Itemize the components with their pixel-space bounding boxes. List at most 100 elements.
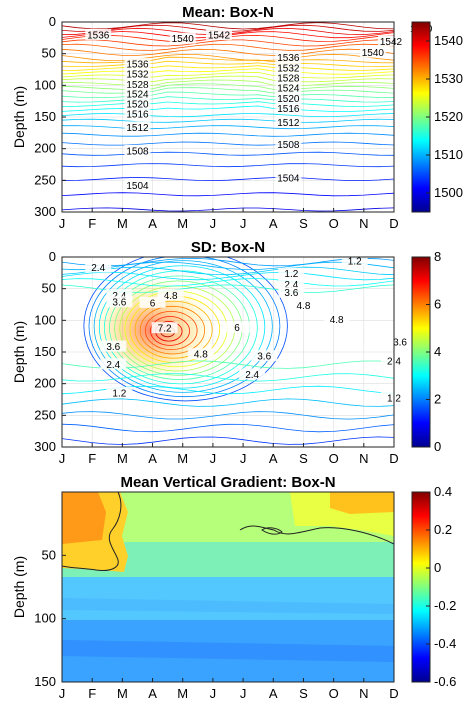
x-tick-label: M bbox=[177, 686, 188, 701]
x-tick-label: M bbox=[117, 216, 128, 231]
mean-contour-lines bbox=[62, 22, 394, 212]
x-tick-label: A bbox=[269, 216, 278, 231]
x-tick-label: S bbox=[299, 451, 308, 466]
y-tick-label: 50 bbox=[42, 547, 56, 562]
x-tick-label: D bbox=[389, 451, 398, 466]
y-tick-label: 150 bbox=[34, 674, 56, 689]
contour-label: 1536 bbox=[277, 53, 300, 64]
x-tick-label: J bbox=[59, 686, 66, 701]
x-tick-label: M bbox=[177, 451, 188, 466]
contour-label: 1512 bbox=[126, 123, 149, 134]
contour-label: 1.2 bbox=[348, 257, 362, 268]
gradient-heatmap bbox=[62, 492, 394, 682]
colorbar-tick-label: 1520 bbox=[434, 109, 463, 124]
sd-y-ticks: 0 50 100 150 200 250 300 bbox=[34, 249, 66, 454]
contour-label: 1536 bbox=[87, 30, 110, 41]
colorbar-tick-label: 0.2 bbox=[434, 522, 452, 537]
gradient-y-ticks: 50 100 150 bbox=[34, 491, 66, 689]
x-tick-label: S bbox=[299, 686, 308, 701]
x-tick-label: J bbox=[240, 686, 247, 701]
gradient-colorbar bbox=[411, 491, 431, 683]
x-tick-label: J bbox=[210, 216, 217, 231]
contour-label: 1540 bbox=[172, 34, 195, 45]
x-tick-label: M bbox=[117, 686, 128, 701]
sd-contour-lines bbox=[62, 257, 394, 445]
colorbar-tick-label: 1530 bbox=[434, 71, 463, 86]
x-tick-label: N bbox=[359, 451, 368, 466]
contour-label: 1516 bbox=[277, 104, 300, 115]
y-tick-label: 100 bbox=[34, 312, 56, 327]
contour-label: 2.4 bbox=[106, 360, 120, 371]
colorbar-tick-label: 1500 bbox=[434, 185, 463, 200]
contour-label: 1528 bbox=[277, 74, 300, 85]
contour-label: 2.4 bbox=[91, 263, 105, 274]
contour-label: 1520 bbox=[126, 99, 149, 110]
mean-y-ticks: 0 50 100 150 200 250 300 bbox=[34, 14, 66, 219]
contour-label: 3.6 bbox=[112, 298, 126, 309]
mean-title: Mean: Box-N bbox=[182, 4, 274, 21]
x-tick-label: S bbox=[299, 216, 308, 231]
y-tick-label: 0 bbox=[49, 249, 56, 264]
contour-label: 1508 bbox=[126, 146, 149, 157]
x-tick-label: A bbox=[148, 451, 157, 466]
y-tick-label: 250 bbox=[34, 172, 56, 187]
contour-label: 2.4 bbox=[284, 280, 298, 291]
x-tick-label: A bbox=[269, 686, 278, 701]
x-tick-label: A bbox=[148, 216, 157, 231]
gradient-colorbar-ticks: 0.4 0.2 0 -0.2 -0.4 -0.6 bbox=[426, 484, 456, 689]
x-tick-label: J bbox=[240, 451, 247, 466]
x-tick-label: O bbox=[329, 686, 339, 701]
contour-label: 1536 bbox=[126, 60, 149, 71]
y-tick-label: 50 bbox=[42, 281, 56, 296]
contour-label: 1524 bbox=[126, 89, 149, 100]
contour-label: 6 bbox=[150, 298, 156, 309]
colorbar-tick-label: -0.4 bbox=[434, 636, 456, 651]
contour-label: 1516 bbox=[126, 110, 149, 121]
contour-label: 7.2 bbox=[158, 324, 172, 335]
y-tick-label: 150 bbox=[34, 344, 56, 359]
contour-label: 1528 bbox=[126, 80, 149, 91]
contour-label: 4.8 bbox=[297, 301, 311, 312]
x-tick-label: J bbox=[240, 216, 247, 231]
contour-label: 4.8 bbox=[164, 291, 178, 302]
contour-label: 3.6 bbox=[284, 288, 298, 299]
colorbar-tick-label: -0.2 bbox=[434, 598, 456, 613]
colorbar-tick-label: 0.4 bbox=[434, 484, 452, 499]
contour-label: 1520 bbox=[277, 94, 300, 105]
contour-label: 2.4 bbox=[245, 370, 259, 381]
x-tick-label: J bbox=[210, 451, 217, 466]
y-tick-label: 200 bbox=[34, 376, 56, 391]
contour-label: 4.8 bbox=[330, 315, 344, 326]
x-tick-label: M bbox=[117, 451, 128, 466]
x-tick-label: A bbox=[269, 451, 278, 466]
panel-gradient: Mean Vertical Gradient: Box-N 50 100 150 J… bbox=[11, 474, 456, 701]
colorbar-tick-label: 8 bbox=[434, 249, 441, 264]
x-tick-label: D bbox=[389, 216, 398, 231]
colorbar-tick-label: 1540 bbox=[434, 33, 463, 48]
y-tick-label: 150 bbox=[34, 109, 56, 124]
mean-contour-labels: 1536154015421542154015401536153215281524… bbox=[85, 22, 435, 192]
x-tick-label: M bbox=[177, 216, 188, 231]
mean-y-axis-label: Depth (m) bbox=[11, 86, 27, 148]
y-tick-label: 100 bbox=[34, 77, 56, 92]
contour-label: 1.2 bbox=[112, 388, 126, 399]
colorbar-tick-label: 6 bbox=[434, 297, 441, 312]
contour-label: 1504 bbox=[277, 174, 300, 185]
sd-title: SD: Box-N bbox=[191, 239, 265, 256]
mean-grid bbox=[62, 22, 394, 212]
contour-label: 3.6 bbox=[106, 342, 120, 353]
contour-label: 1542 bbox=[380, 37, 403, 48]
colorbar-tick-label: -0.6 bbox=[434, 674, 456, 689]
y-tick-label: 50 bbox=[42, 46, 56, 61]
x-tick-label: J bbox=[59, 216, 66, 231]
x-tick-label: J bbox=[59, 451, 66, 466]
y-tick-label: 250 bbox=[34, 407, 56, 422]
x-tick-label: F bbox=[88, 451, 96, 466]
x-tick-label: O bbox=[329, 216, 339, 231]
contour-label: 1504 bbox=[126, 181, 149, 192]
x-tick-label: D bbox=[389, 686, 398, 701]
contour-label: 1524 bbox=[277, 84, 300, 95]
